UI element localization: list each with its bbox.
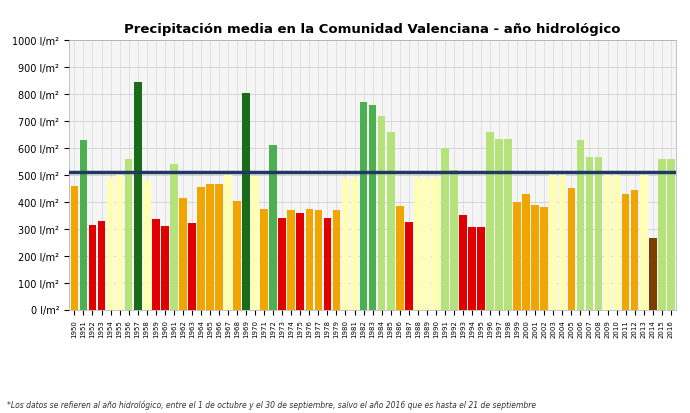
Bar: [468, 228, 476, 310]
Bar: [333, 211, 340, 310]
Bar: [88, 225, 97, 310]
Bar: [215, 185, 223, 310]
Bar: [161, 226, 168, 310]
Bar: [233, 201, 241, 310]
Bar: [297, 213, 304, 310]
Bar: [260, 209, 268, 310]
Bar: [540, 208, 548, 310]
Bar: [495, 139, 503, 310]
Bar: [658, 159, 666, 310]
Bar: [568, 189, 575, 310]
Bar: [522, 195, 530, 310]
Bar: [459, 216, 467, 310]
Bar: [622, 195, 629, 310]
Bar: [351, 178, 358, 310]
Bar: [649, 239, 657, 310]
Bar: [278, 218, 286, 310]
Bar: [70, 186, 78, 310]
Bar: [107, 178, 115, 310]
Bar: [396, 206, 404, 310]
Bar: [125, 159, 132, 310]
Bar: [152, 220, 159, 310]
Bar: [134, 83, 141, 310]
Bar: [251, 177, 259, 310]
Bar: [224, 176, 232, 310]
Bar: [640, 176, 647, 310]
Bar: [486, 133, 494, 310]
Bar: [306, 209, 313, 310]
Bar: [513, 202, 521, 310]
Bar: [179, 198, 187, 310]
Bar: [558, 176, 566, 310]
Bar: [170, 165, 177, 310]
Bar: [324, 218, 331, 310]
Bar: [604, 176, 611, 310]
Bar: [414, 178, 422, 310]
Bar: [242, 94, 250, 310]
Bar: [441, 149, 449, 310]
Bar: [368, 106, 377, 310]
Bar: [188, 224, 196, 310]
Bar: [98, 221, 106, 310]
Bar: [450, 170, 457, 310]
Bar: [577, 140, 584, 310]
Bar: [378, 116, 386, 310]
Bar: [143, 181, 150, 310]
Bar: [549, 176, 557, 310]
Bar: [586, 158, 593, 310]
Bar: [116, 176, 124, 310]
Text: *Los datos se refieren al año hidrológico, entre el 1 de octubre y el 30 de sept: *Los datos se refieren al año hidrológic…: [7, 399, 536, 409]
Bar: [423, 178, 431, 310]
Bar: [269, 146, 277, 310]
Bar: [315, 211, 322, 310]
Bar: [206, 185, 214, 310]
Bar: [595, 158, 602, 310]
Title: Precipitación media en la Comunidad Valenciana - año hidrológico: Precipitación media en la Comunidad Vale…: [124, 23, 621, 36]
Bar: [288, 211, 295, 310]
Bar: [631, 190, 638, 310]
Bar: [667, 159, 675, 310]
Bar: [405, 223, 413, 310]
Bar: [359, 103, 367, 310]
Bar: [387, 133, 395, 310]
Bar: [79, 140, 88, 310]
Bar: [477, 228, 485, 310]
Bar: [531, 205, 539, 310]
Bar: [504, 139, 512, 310]
Bar: [197, 188, 205, 310]
Bar: [613, 176, 620, 310]
Bar: [432, 178, 440, 310]
Bar: [342, 178, 349, 310]
